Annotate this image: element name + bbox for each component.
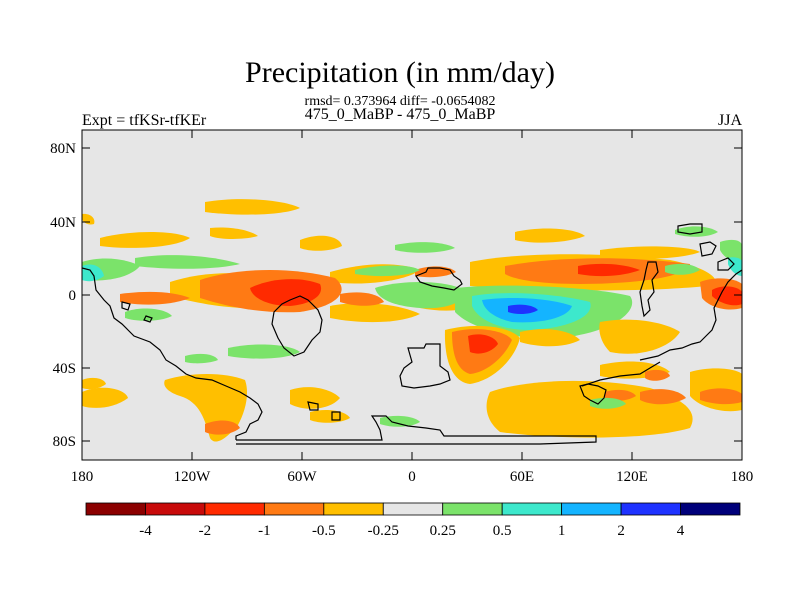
anomaly-region <box>468 334 498 354</box>
anomaly-region <box>590 397 626 409</box>
experiment-label: Expt = tfKSr-tfKEr <box>82 112 207 129</box>
anomaly-region <box>515 228 585 243</box>
anomaly-region <box>82 264 104 282</box>
colorbar-label: 4 <box>677 523 685 539</box>
colorbar-swatch <box>442 502 503 516</box>
anomaly-region <box>395 242 455 253</box>
colorbar-label: 1 <box>558 523 566 539</box>
anomaly-region <box>250 279 322 306</box>
colorbar: -4 -2 -1 -0.5 -0.25 0.25 0.5 1 2 4 <box>85 502 741 539</box>
colorbar-swatch <box>85 502 146 516</box>
anomaly-region <box>675 226 718 237</box>
anomaly-region <box>605 389 636 401</box>
colorbar-swatch <box>145 502 206 516</box>
anomaly-region <box>205 199 300 215</box>
anomaly-region <box>578 263 640 277</box>
lon-axis <box>81 130 743 460</box>
anomaly-region <box>600 246 700 260</box>
colorbar-swatch <box>204 502 265 516</box>
lat-label: 40N <box>50 215 76 231</box>
lon-label: 120W <box>174 469 212 485</box>
colorbar-swatch <box>620 502 681 516</box>
colorbar-swatch <box>561 502 622 516</box>
stats-line: rmsd= 0.373964 diff= -0.0654082 <box>304 94 496 109</box>
anomaly-region <box>640 389 686 405</box>
anomaly-region <box>330 303 420 323</box>
colorbar-label: -1 <box>258 523 271 539</box>
anomaly-region <box>340 292 384 306</box>
colorbar-label: 0.25 <box>430 523 456 539</box>
lon-label: 60E <box>510 469 534 485</box>
colorbar-label: 0.5 <box>493 523 512 539</box>
coastlines <box>82 223 742 445</box>
lon-label: 120E <box>616 469 648 485</box>
anomaly-region <box>210 227 258 239</box>
anomaly-region <box>375 282 463 309</box>
anomaly-region <box>290 387 340 409</box>
anomaly-region <box>520 329 580 347</box>
lon-label: 0 <box>408 469 416 485</box>
anomaly-region <box>135 255 240 269</box>
anomaly-region <box>700 388 742 405</box>
colorbar-swatch <box>263 502 325 516</box>
anomaly-region <box>720 239 742 263</box>
colorbar-label: -4 <box>139 523 152 539</box>
anomaly-region <box>599 319 680 354</box>
anomaly-region <box>125 308 172 321</box>
anomaly-region <box>300 235 342 251</box>
anomaly-region <box>712 286 742 306</box>
anomaly-region <box>508 304 538 315</box>
anomaly-region <box>120 291 190 305</box>
anomaly-region <box>185 353 218 364</box>
colorbar-label: -0.5 <box>312 523 336 539</box>
season-label: JJA <box>717 112 742 129</box>
anomaly-region <box>355 265 420 277</box>
anomaly-region <box>205 420 240 435</box>
lat-label: 40S <box>53 361 76 377</box>
lon-label: 60W <box>287 469 317 485</box>
colorbar-swatch <box>501 502 563 516</box>
colorbar-swatch <box>680 502 741 516</box>
colorbar-swatch <box>382 502 444 516</box>
anomaly-region <box>380 415 420 427</box>
map-subtitle: 475_0_MaBP - 475_0_MaBP <box>304 106 496 123</box>
colorbar-label: 2 <box>617 523 625 539</box>
map-title: Precipitation (in mm/day) <box>245 56 555 89</box>
precip-anomaly-field <box>82 199 742 442</box>
lat-axis <box>82 147 742 442</box>
colorbar-label: -2 <box>199 523 212 539</box>
lat-label: 0 <box>69 288 77 304</box>
lat-label: 80N <box>50 141 76 157</box>
anomaly-region <box>82 377 106 390</box>
anomaly-region <box>100 232 190 248</box>
lon-label: 180 <box>731 469 754 485</box>
anomaly-region <box>82 387 128 408</box>
anomaly-region <box>645 369 670 381</box>
anomaly-region <box>228 344 300 359</box>
lat-label: 80S <box>53 434 76 450</box>
colorbar-swatch <box>323 502 384 516</box>
lon-label: 180 <box>71 469 94 485</box>
colorbar-label: -0.25 <box>368 523 399 539</box>
anomaly-region <box>665 263 700 275</box>
